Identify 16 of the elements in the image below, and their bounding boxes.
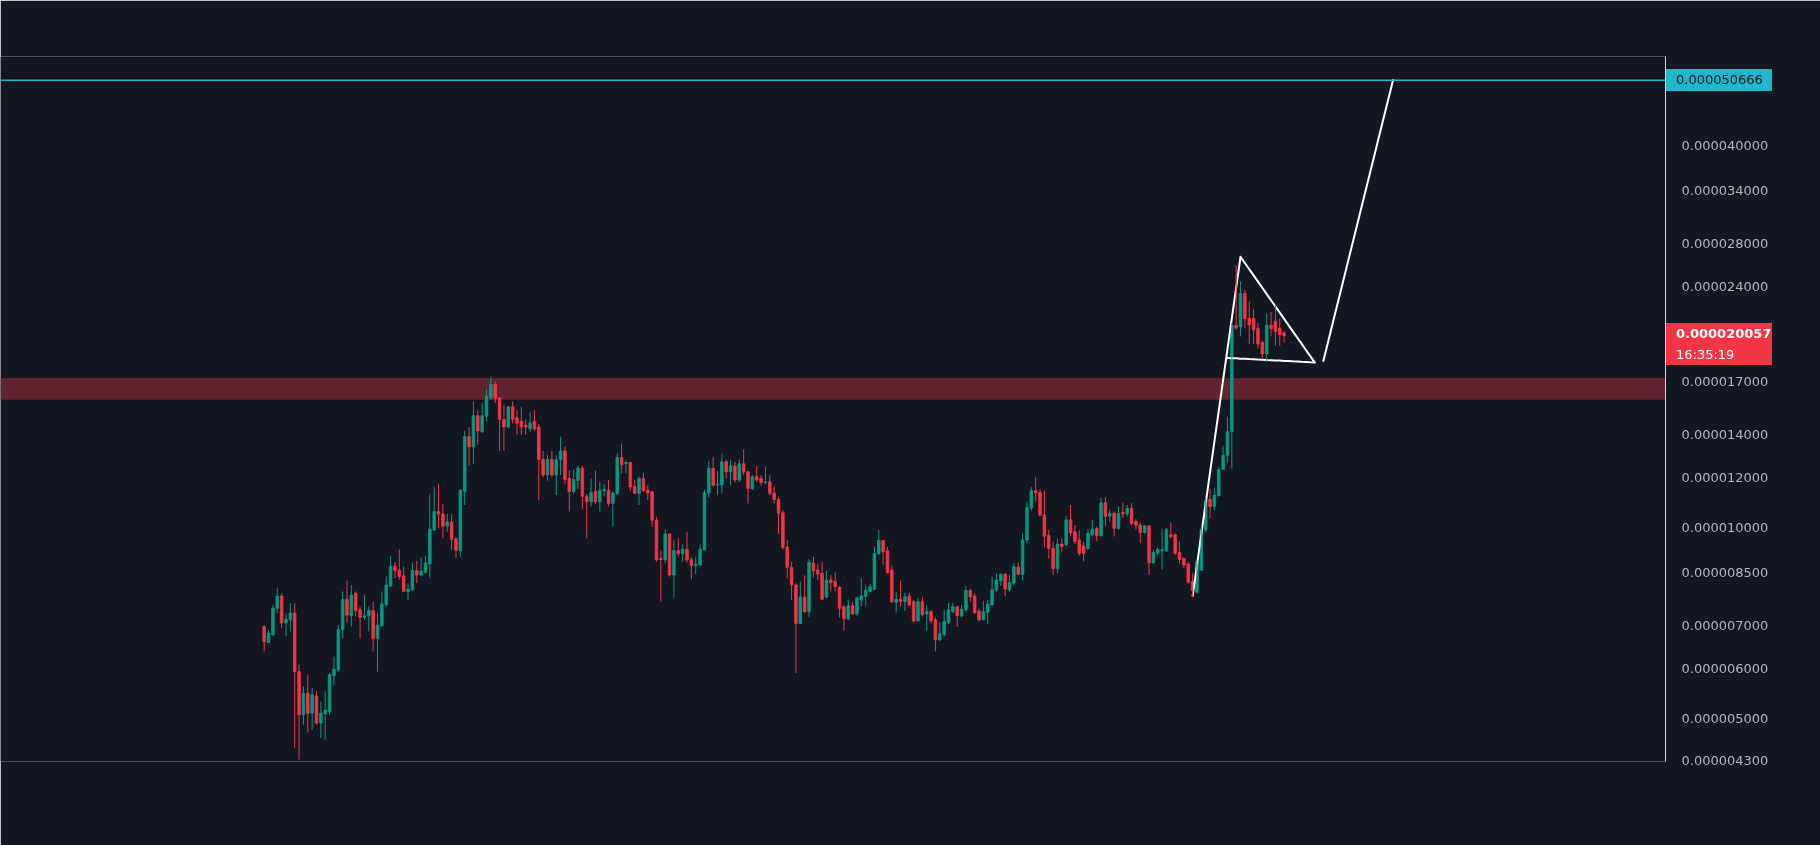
y-tick-label: 0.000007000 — [1681, 618, 1769, 634]
y-tick-label: 0.000005000 — [1681, 711, 1769, 727]
y-tick-label: 0.000004300 — [1681, 752, 1769, 768]
y-tick-label: 0.000012000 — [1681, 469, 1769, 485]
text: 16:35:19 — [1666, 344, 1772, 366]
y-tick-label: 0.000014000 — [1681, 427, 1769, 443]
text: 0.000020057 — [1666, 323, 1772, 345]
y-tick-label: 0.000024000 — [1681, 278, 1769, 294]
ref-line-label: 0.000050666 — [1666, 68, 1772, 91]
y-tick-label: 0.000008500 — [1681, 564, 1769, 580]
y-tick-label: 0.000028000 — [1681, 236, 1769, 252]
y-tick-label: 0.000040000 — [1681, 137, 1769, 153]
y-tick-label: 0.000006000 — [1681, 660, 1769, 676]
y-tick-label: 0.000017000 — [1681, 373, 1769, 389]
y-tick-label: 0.000010000 — [1681, 520, 1769, 536]
y-tick-label: 0.000034000 — [1681, 182, 1769, 198]
